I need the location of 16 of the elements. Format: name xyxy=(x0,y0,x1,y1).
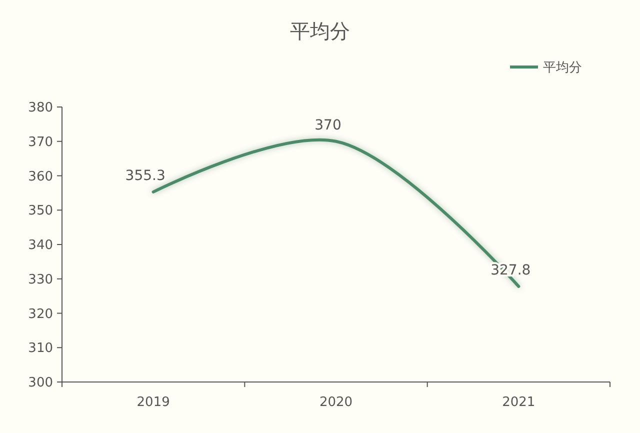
y-tick-label: 310 xyxy=(28,341,53,356)
data-label: 370 xyxy=(314,117,342,134)
x-tick-label: 2019 xyxy=(136,395,170,410)
x-tick-label: 2020 xyxy=(319,395,353,410)
legend-label: 平均分 xyxy=(543,60,582,76)
y-tick-label: 360 xyxy=(28,169,53,184)
y-tick-label: 330 xyxy=(28,272,53,288)
y-tick-label: 350 xyxy=(28,204,53,219)
x-tick-label: 2021 xyxy=(502,395,536,410)
y-tick-label: 300 xyxy=(28,376,53,391)
chart-title: 平均分 xyxy=(290,19,350,43)
y-tick-label: 380 xyxy=(28,100,53,116)
y-tick-label: 370 xyxy=(28,134,53,150)
data-label: 355.3 xyxy=(125,168,166,184)
y-tick-label: 320 xyxy=(28,306,53,322)
y-tick-label: 340 xyxy=(28,238,53,254)
